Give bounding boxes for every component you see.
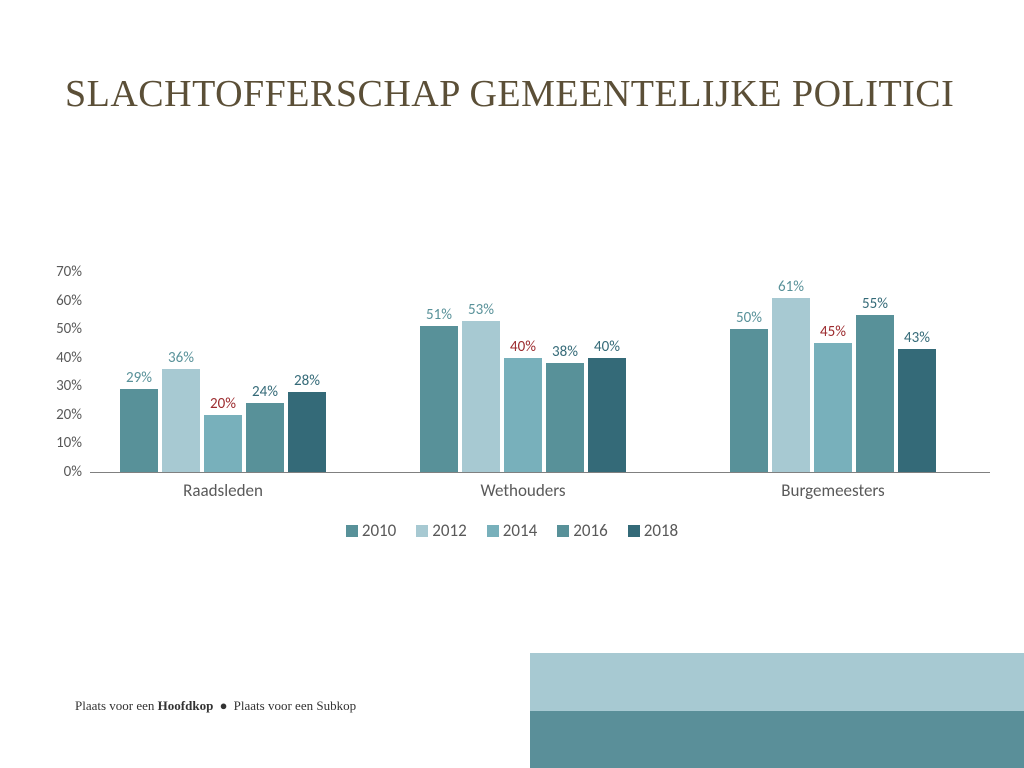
- bar: 61%: [772, 298, 810, 472]
- bar-value-label: 43%: [904, 329, 930, 347]
- legend-item: 2012: [416, 520, 466, 541]
- footer-left: Plaats voor een Hoofdkop ● Plaats voor e…: [0, 653, 530, 768]
- footer-hoofdkop-prefix: Plaats voor een: [75, 698, 158, 713]
- bar-group: 51%53%40%38%40%: [420, 272, 626, 472]
- bar-value-label: 38%: [552, 343, 578, 361]
- legend-item: 2018: [628, 520, 678, 541]
- category-label: Raadsleden: [183, 480, 263, 501]
- legend-item: 2014: [487, 520, 537, 541]
- footer-bullet: ●: [220, 698, 228, 713]
- bar: 40%: [588, 358, 626, 472]
- bar-value-label: 36%: [168, 349, 194, 367]
- slide: SLACHTOFFERSCHAP GEMEENTELIJKE POLITICI …: [0, 0, 1024, 768]
- y-tick-label: 10%: [56, 434, 82, 452]
- y-tick-label: 40%: [56, 349, 82, 367]
- plot-area: 29%36%20%24%28%Raadsleden51%53%40%38%40%…: [90, 272, 990, 473]
- category-label: Wethouders: [480, 480, 565, 501]
- bar: 50%: [730, 329, 768, 472]
- y-axis: 0%10%20%30%40%50%60%70%: [35, 272, 90, 472]
- y-tick-label: 30%: [56, 377, 82, 395]
- bar-value-label: 40%: [510, 338, 536, 356]
- footer-right-top: [530, 653, 1024, 711]
- slide-title: SLACHTOFFERSCHAP GEMEENTELIJKE POLITICI: [65, 65, 984, 124]
- bar-value-label: 61%: [778, 278, 804, 296]
- chart-legend: 2010 2012 2014 2016 2018: [0, 520, 1024, 541]
- bar-value-label: 53%: [468, 301, 494, 319]
- bar-value-label: 29%: [126, 369, 152, 387]
- bar: 20%: [204, 415, 242, 472]
- legend-label: 2014: [503, 520, 537, 541]
- bar-value-label: 20%: [210, 395, 236, 413]
- y-tick-label: 60%: [56, 292, 82, 310]
- category-label: Burgemeesters: [781, 480, 884, 501]
- legend-swatch: [557, 525, 569, 537]
- y-tick-label: 70%: [56, 263, 82, 281]
- bar-value-label: 45%: [820, 323, 846, 341]
- legend-swatch: [346, 525, 358, 537]
- bar-value-label: 55%: [862, 295, 888, 313]
- bar: 53%: [462, 321, 500, 472]
- legend-label: 2012: [432, 520, 466, 541]
- bar-group: 29%36%20%24%28%: [120, 272, 326, 472]
- bar: 51%: [420, 326, 458, 472]
- footer-subkop: Plaats voor een Subkop: [234, 698, 356, 713]
- legend-item: 2016: [557, 520, 607, 541]
- bar-value-label: 50%: [736, 309, 762, 327]
- bar: 45%: [814, 343, 852, 472]
- bar-value-label: 40%: [594, 338, 620, 356]
- legend-label: 2010: [362, 520, 396, 541]
- bar: 38%: [546, 363, 584, 472]
- bar-value-label: 24%: [252, 383, 278, 401]
- bar: 29%: [120, 389, 158, 472]
- footer-bar: Plaats voor een Hoofdkop ● Plaats voor e…: [0, 653, 1024, 768]
- bar: 24%: [246, 403, 284, 472]
- bar: 36%: [162, 369, 200, 472]
- y-tick-label: 50%: [56, 320, 82, 338]
- legend-swatch: [416, 525, 428, 537]
- legend-swatch: [487, 525, 499, 537]
- bar-value-label: 51%: [426, 306, 452, 324]
- footer-hoofdkop-bold: Hoofdkop: [158, 698, 214, 713]
- legend-swatch: [628, 525, 640, 537]
- footer-right-bottom: [530, 711, 1024, 768]
- bar: 28%: [288, 392, 326, 472]
- footer-right: [530, 653, 1024, 768]
- bar-group: 50%61%45%55%43%: [730, 272, 936, 472]
- legend-label: 2018: [644, 520, 678, 541]
- bar-chart: 0%10%20%30%40%50%60%70% 29%36%20%24%28%R…: [35, 272, 995, 507]
- y-tick-label: 20%: [56, 406, 82, 424]
- footer-text: Plaats voor een Hoofdkop ● Plaats voor e…: [75, 698, 356, 714]
- bar: 40%: [504, 358, 542, 472]
- legend-item: 2010: [346, 520, 396, 541]
- legend-label: 2016: [573, 520, 607, 541]
- bar-value-label: 28%: [294, 372, 320, 390]
- y-tick-label: 0%: [64, 463, 82, 481]
- bar: 43%: [898, 349, 936, 472]
- bar: 55%: [856, 315, 894, 472]
